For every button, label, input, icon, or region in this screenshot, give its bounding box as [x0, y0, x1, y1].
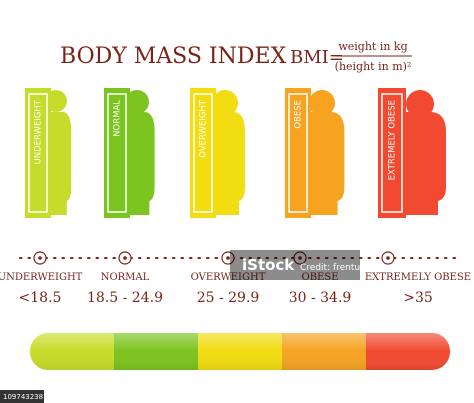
category-range: 18.5 - 24.9: [87, 290, 163, 306]
watermark-credit: Credit: frentusha: [300, 263, 376, 273]
category-range: 25 - 29.9: [197, 290, 260, 306]
scale-marker-dot: [298, 256, 302, 260]
category-label: EXTREMELY OBESE: [365, 272, 471, 283]
scale-marker-dot: [123, 256, 127, 260]
category-label: UNDERWEIGHT: [0, 272, 83, 283]
bar-outline: [28, 93, 48, 213]
scale-marker-dot: [386, 256, 390, 260]
figure-body: [125, 112, 155, 215]
figure-body: [47, 112, 72, 215]
bar-label: EXTREMELY OBESE: [388, 100, 398, 180]
title: BODY MASS INDEX: [60, 44, 287, 69]
figure-body: [307, 112, 345, 215]
category-range: <18.5: [19, 290, 62, 306]
bar-label: OVERWEIGHT: [199, 99, 209, 158]
scale-marker-dot: [226, 256, 230, 260]
figure-head: [406, 90, 434, 118]
bar-outline: [107, 93, 127, 213]
figure-body: [402, 112, 446, 215]
figure-head: [309, 90, 335, 116]
bar-label: UNDERWEIGHT: [34, 99, 44, 164]
scale-shine: [30, 333, 450, 370]
scale-marker-dot: [38, 256, 42, 260]
figure-head: [212, 90, 238, 116]
category-label: OBESE: [302, 272, 339, 283]
bar-outline: [193, 93, 213, 213]
figure-body: [212, 112, 245, 215]
bar-outline: [288, 93, 308, 213]
category-label: OVERWEIGHT: [191, 272, 266, 283]
figure-head: [125, 90, 149, 114]
category-range: >35: [403, 290, 433, 306]
category-label: NORMAL: [101, 272, 150, 283]
formula-denominator: (height in m)²: [335, 60, 412, 73]
id-box: [0, 390, 44, 403]
bar-label: OBESE: [294, 100, 304, 129]
image-id: 1097432381: [3, 393, 48, 401]
formula-lhs: BMI=: [290, 47, 344, 68]
category-range: 30 - 34.9: [289, 290, 352, 306]
watermark-box: [230, 250, 360, 280]
bar-outline: [381, 93, 403, 213]
formula-numerator: weight in kg: [338, 40, 407, 53]
watermark-brand: iStock: [242, 256, 295, 274]
bar-label: NORMAL: [113, 100, 123, 137]
